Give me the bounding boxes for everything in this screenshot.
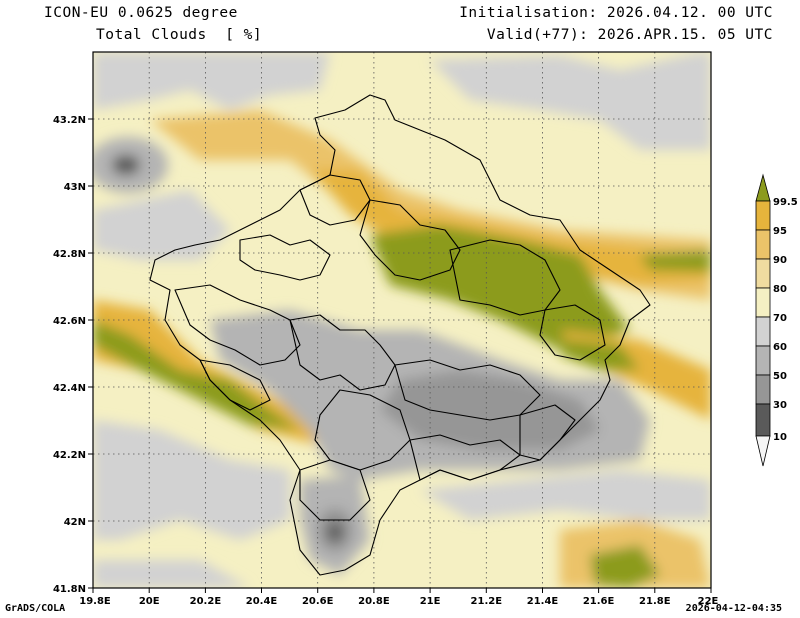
valid-time: Valid(+77): 2026.APR.15. 05 UTC — [486, 27, 773, 43]
x-tick-labels: 19.8E 20E 20.2E 20.4E 20.6E 20.8E 21E 21… — [79, 596, 718, 607]
y-tick-label: 42.4N — [53, 383, 86, 394]
y-tick-label: 41.8N — [53, 584, 86, 595]
x-tick-label: 20.8E — [358, 596, 390, 607]
colorbar-label: 50 — [773, 371, 787, 382]
model-title: ICON-EU 0.0625 degree — [44, 5, 238, 21]
colorbar-labels: 99.5 95 90 80 70 60 50 30 10 — [773, 197, 798, 443]
colorbar-label: 70 — [773, 313, 787, 324]
y-tick-labels: 43.2N 43N 42.8N 42.6N 42.4N 42.2N 42N 41… — [53, 115, 86, 595]
x-axis — [92, 588, 712, 593]
colorbar — [755, 173, 771, 467]
y-tick-label: 43.2N — [53, 115, 86, 126]
initialisation-time: Initialisation: 2026.04.12. 00 UTC — [459, 5, 773, 21]
y-tick-label: 42.2N — [53, 450, 86, 461]
x-tick-label: 21.2E — [471, 596, 503, 607]
colorbar-label: 30 — [773, 400, 787, 411]
x-tick-label: 20.4E — [246, 596, 278, 607]
x-tick-label: 21.6E — [583, 596, 615, 607]
software-credit: GrADS/COLA — [5, 603, 66, 614]
x-tick-label: 20.2E — [190, 596, 222, 607]
colorbar-label: 90 — [773, 255, 787, 266]
colorbar-label: 80 — [773, 284, 787, 295]
x-tick-label: 21.4E — [527, 596, 559, 607]
colorbar-swatch — [755, 345, 771, 376]
colorbar-label: 99.5 — [773, 197, 798, 208]
colorbar-label: 10 — [773, 432, 787, 443]
colorbar-label: 95 — [773, 226, 787, 237]
y-tick-label: 42.8N — [53, 249, 86, 260]
y-tick-label: 43N — [64, 182, 86, 193]
colorbar-swatch — [755, 403, 771, 437]
x-tick-label: 19.8E — [79, 596, 111, 607]
x-tick-label: 22E — [698, 596, 719, 607]
colorbar-swatch — [755, 287, 771, 318]
y-tick-label: 42.6N — [53, 316, 86, 327]
colorbar-label: 60 — [773, 342, 787, 353]
generation-timestamp: 2026-04-12-04:35 — [685, 603, 782, 614]
colorbar-swatch — [755, 200, 771, 231]
x-tick-label: 20.6E — [302, 596, 334, 607]
colorbar-swatch — [755, 229, 771, 260]
colorbar-swatch — [755, 258, 771, 289]
colorbar-bottom-arrow — [755, 435, 771, 467]
colorbar-swatch — [755, 374, 771, 405]
parameter-title: Total Clouds [ %] — [96, 27, 263, 43]
x-tick-label: 20E — [139, 596, 160, 607]
y-tick-label: 42N — [64, 517, 86, 528]
grid-lines — [93, 52, 711, 588]
country-borders — [149, 94, 651, 576]
y-axis — [88, 118, 93, 589]
colorbar-swatch — [755, 316, 771, 347]
x-tick-label: 21E — [420, 596, 441, 607]
colorbar-top-arrow — [755, 173, 771, 202]
x-tick-label: 21.8E — [639, 596, 671, 607]
